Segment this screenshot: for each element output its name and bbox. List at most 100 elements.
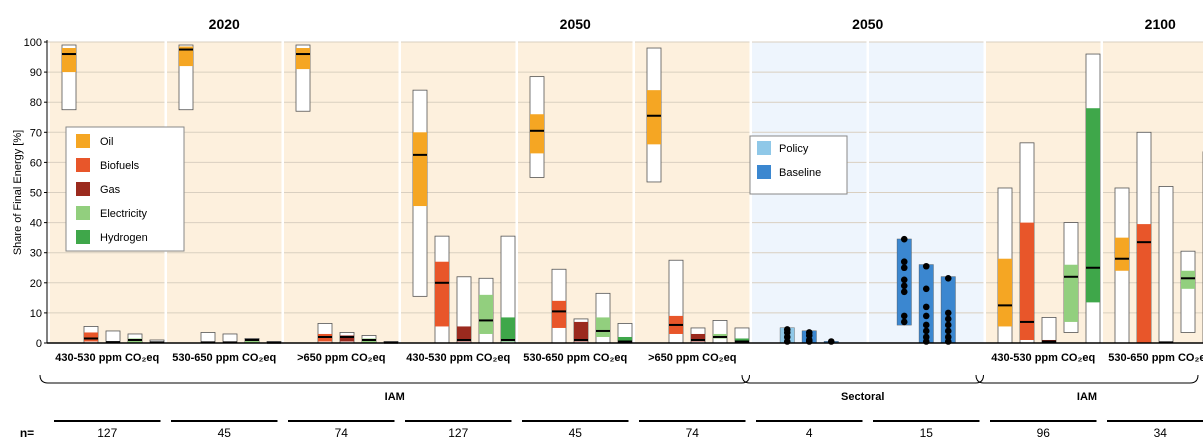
oil-quartile-bar	[62, 48, 76, 73]
n-count: 45	[218, 426, 232, 440]
data-point	[900, 312, 908, 320]
n-count: 74	[335, 426, 349, 440]
data-point	[922, 285, 930, 293]
y-tick-label: 90	[30, 67, 42, 79]
data-point	[922, 321, 930, 329]
biofuels-quartile-bar	[84, 332, 98, 342]
group-label: 430-530 ppm CO₂eq	[55, 352, 159, 364]
legend-label: Oil	[100, 136, 113, 148]
gas-quartile-bar	[457, 326, 471, 342]
electricity-range-bar	[712, 320, 728, 344]
y-axis-title: Share of Final Energy [%]	[12, 130, 24, 255]
data-point	[922, 338, 930, 345]
oil-quartile-bar	[296, 48, 310, 70]
y-tick-label: 10	[30, 308, 42, 320]
oil-quartile-bar	[1115, 237, 1129, 271]
legend-swatch	[76, 134, 90, 148]
group-label: >650 ppm CO₂eq	[297, 352, 385, 364]
panel-title: 2020	[209, 16, 240, 32]
electricity-quartile-bar	[1181, 270, 1195, 289]
y-tick-label: 70	[30, 127, 42, 139]
n-count: 96	[1037, 426, 1051, 440]
group-label: 430-530 ppm CO₂eq	[991, 352, 1095, 364]
hydrogen-quartile-bar	[1086, 108, 1100, 303]
data-point	[944, 274, 952, 282]
n-row-label: n=	[20, 426, 34, 440]
electricity-quartile-bar	[245, 339, 259, 343]
panel-title: 2100	[1145, 16, 1176, 32]
group-label: 530-650 ppm CO₂eq	[523, 352, 627, 364]
biofuels-quartile-bar	[552, 300, 566, 328]
legend-label: Policy	[779, 143, 809, 155]
data-point	[944, 333, 952, 341]
legend-swatch	[757, 165, 771, 179]
legend-label: Gas	[100, 184, 121, 196]
bracket-label: Sectoral	[841, 391, 884, 403]
legend-swatch	[76, 230, 90, 244]
oil-quartile-bar	[413, 132, 427, 207]
group-label: 430-530 ppm CO₂eq	[406, 352, 510, 364]
legend-sectoral: Policy Baseline	[749, 135, 848, 195]
legend-label: Biofuels	[100, 160, 140, 172]
n-count: 45	[569, 426, 583, 440]
data-point	[944, 309, 952, 317]
panel-title: 2050	[560, 16, 591, 32]
y-tick-label: 60	[30, 157, 42, 169]
legend-swatch	[76, 206, 90, 220]
data-point	[922, 312, 930, 320]
y-tick-label: 100	[24, 37, 42, 49]
data-point	[900, 288, 908, 296]
data-point	[900, 282, 908, 290]
gas-range-bar	[1041, 317, 1057, 344]
oil-quartile-bar	[179, 46, 193, 67]
group-label: 530-650 ppm CO₂eq	[172, 352, 276, 364]
y-tick-label: 80	[30, 97, 42, 109]
data-point	[922, 262, 930, 270]
data-point	[900, 235, 908, 243]
group-bracket	[975, 374, 1199, 384]
group-bracket	[39, 374, 750, 384]
data-point	[805, 336, 813, 344]
electricity-quartile-bar	[1064, 264, 1078, 322]
y-tick-label: 20	[30, 278, 42, 290]
legend-swatch	[757, 141, 771, 155]
legend-swatch	[76, 158, 90, 172]
data-point	[900, 264, 908, 272]
n-count: 127	[97, 426, 117, 440]
group-label: >650 ppm CO₂eq	[648, 352, 736, 364]
group-bracket	[741, 374, 984, 384]
oil-quartile-bar	[530, 114, 544, 154]
y-tick-label: 30	[30, 248, 42, 260]
bracket-label: IAM	[385, 391, 405, 403]
legend-swatch	[76, 182, 90, 196]
data-point	[944, 321, 952, 329]
data-point	[922, 327, 930, 335]
gas-quartile-bar	[340, 335, 354, 342]
data-point	[944, 327, 952, 335]
y-tick-label: 50	[30, 188, 42, 200]
oil-quartile-bar	[647, 90, 661, 145]
data-point	[922, 303, 930, 311]
n-count: 15	[920, 426, 934, 440]
legend-label: Baseline	[779, 167, 821, 179]
panel-title: 2050	[852, 16, 883, 32]
n-count: 74	[686, 426, 700, 440]
hydrogen-quartile-bar	[501, 317, 515, 342]
n-count: 127	[448, 426, 468, 440]
legend-label: Electricity	[100, 208, 148, 220]
oil-quartile-bar	[998, 258, 1012, 327]
biofuels-quartile-bar	[435, 261, 449, 327]
electricity-quartile-bar	[479, 294, 493, 334]
biofuels-quartile-bar	[1020, 222, 1034, 340]
electricity-range-bar	[1180, 250, 1196, 333]
biofuels-quartile-bar	[1137, 224, 1151, 343]
y-tick-label: 0	[36, 338, 42, 350]
electricity-quartile-bar	[596, 317, 610, 337]
data-point	[827, 338, 835, 345]
data-point	[900, 258, 908, 266]
legend-iam: Oil Biofuels Gas Electricity Hydrogen	[65, 126, 185, 252]
data-point	[944, 315, 952, 323]
n-count: 34	[1154, 426, 1168, 440]
data-point	[944, 338, 952, 345]
